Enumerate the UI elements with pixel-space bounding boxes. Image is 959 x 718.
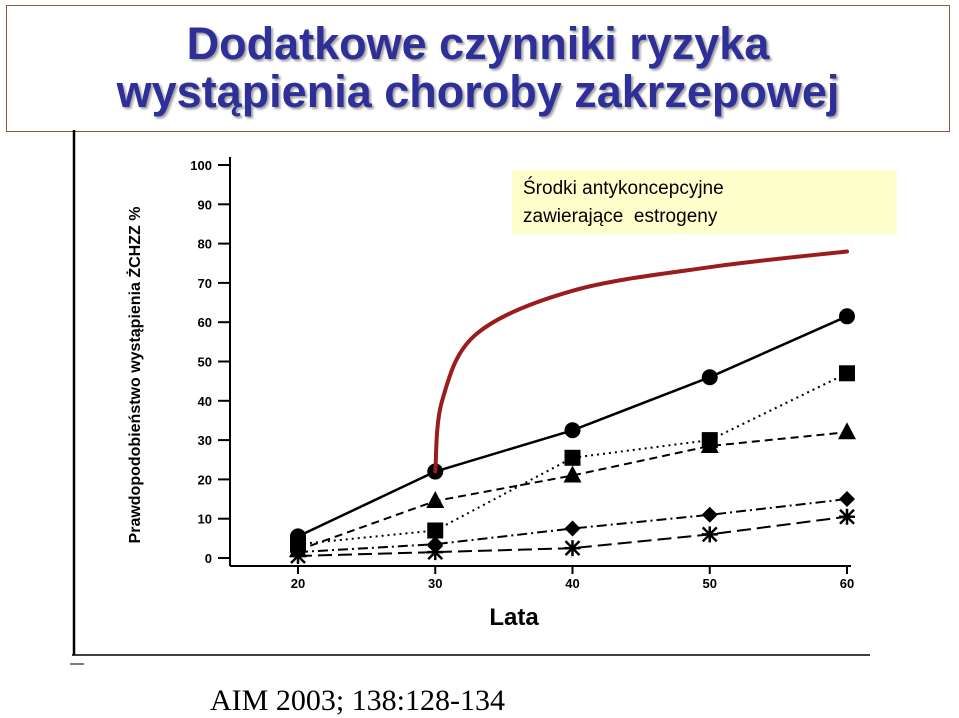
x-tick-label: 20 [291, 576, 305, 591]
series-line-triangle [297, 431, 848, 552]
annotation-background [512, 170, 897, 234]
y-axis-label: Prawdopodobieństwo wystąpienia ŻCHZZ % [126, 207, 144, 544]
square-marker [427, 522, 444, 539]
annotation-box: Środki antykoncepcyjne zawierające estro… [512, 170, 897, 234]
y-tick-label: 90 [198, 197, 212, 212]
star-marker [564, 540, 581, 557]
slide-title-line-1: Dodatkowe czynniki ryzyka [186, 18, 770, 69]
citation: AIM 2003; 138:128-134 [210, 684, 505, 717]
x-tick-label: 60 [840, 576, 854, 591]
annotation-line-1: Środki antykoncepcyjne [523, 177, 724, 199]
triangle-marker [838, 422, 856, 440]
star-marker [701, 526, 718, 543]
y-tick-label: 0 [205, 551, 212, 566]
triangle-marker [700, 435, 719, 453]
series-line-square [297, 372, 848, 546]
diamond-marker [701, 506, 718, 523]
y-tick-label: 10 [198, 512, 212, 527]
estrogen-risk-curve [433, 249, 849, 474]
star-marker [839, 508, 855, 525]
y-tick-label: 40 [198, 394, 212, 409]
star-marker [427, 544, 444, 561]
markers-layer [289, 308, 856, 565]
circle-marker [564, 422, 581, 439]
y-tick-label: 60 [198, 315, 212, 330]
circle-marker [839, 308, 855, 325]
square-marker [839, 365, 855, 382]
x-tick-label: 50 [703, 576, 717, 591]
diamond-marker [564, 520, 581, 537]
x-tick-label: 30 [428, 576, 442, 591]
annotation-line-2: zawierające estrogeny [523, 206, 718, 227]
highlight-layer [433, 249, 849, 474]
slide-title-line-2: wystąpienia choroby zakrzepowej [116, 66, 840, 117]
diamond-marker [839, 491, 855, 508]
x-axis-label: Lata [489, 604, 539, 631]
square-marker [564, 449, 581, 466]
axes: 0 10 20 30 40 50 60 70 80 90 100 20 30 40 50 60 [190, 157, 854, 591]
x-tick-label: 40 [565, 576, 579, 591]
y-tick-label: 30 [198, 433, 212, 448]
series-line-star [297, 515, 848, 557]
star-marker [290, 548, 306, 565]
y-tick-label: 80 [198, 237, 212, 252]
circle-marker [701, 369, 718, 386]
triangle-marker [426, 491, 445, 509]
y-tick-label: 100 [190, 158, 212, 173]
triangle-marker [563, 465, 582, 483]
y-tick-label: 70 [198, 276, 212, 291]
y-tick-label: 20 [198, 472, 212, 487]
y-tick-label: 50 [198, 355, 212, 370]
title-box: Dodatkowe czynniki ryzyka wystąpienia ch… [6, 5, 950, 132]
